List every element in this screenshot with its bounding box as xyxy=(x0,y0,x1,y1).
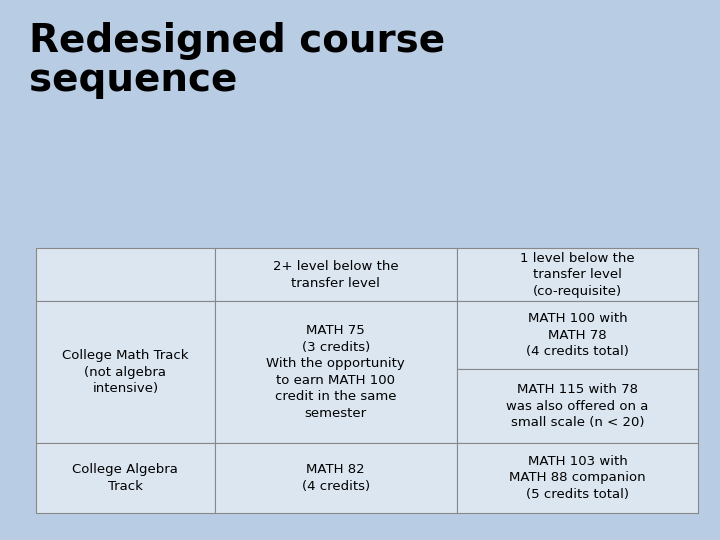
Text: MATH 75
(3 credits)
With the opportunity
to earn MATH 100
credit in the same
sem: MATH 75 (3 credits) With the opportunity… xyxy=(266,325,405,420)
Text: College Algebra
Track: College Algebra Track xyxy=(73,463,179,492)
Text: MATH 115 with 78
was also offered on a
small scale (n < 20): MATH 115 with 78 was also offered on a s… xyxy=(506,383,649,429)
Text: MATH 103 with
MATH 88 companion
(5 credits total): MATH 103 with MATH 88 companion (5 credi… xyxy=(509,455,646,501)
Bar xyxy=(215,248,456,301)
Text: MATH 100 with
MATH 78
(4 credits total): MATH 100 with MATH 78 (4 credits total) xyxy=(526,312,629,359)
Bar xyxy=(215,301,456,443)
Bar xyxy=(456,443,698,513)
Text: College Math Track
(not algebra
intensive): College Math Track (not algebra intensiv… xyxy=(62,349,189,395)
Bar xyxy=(215,443,456,513)
Bar xyxy=(456,301,698,369)
Text: Redesigned course
sequence: Redesigned course sequence xyxy=(29,22,445,99)
Bar xyxy=(36,301,215,443)
Bar xyxy=(36,443,215,513)
Bar xyxy=(456,369,698,443)
Text: 1 level below the
transfer level
(co-requisite): 1 level below the transfer level (co-req… xyxy=(520,252,635,298)
Text: MATH 82
(4 credits): MATH 82 (4 credits) xyxy=(302,463,370,492)
Text: 2+ level below the
transfer level: 2+ level below the transfer level xyxy=(273,260,399,289)
Bar xyxy=(36,248,215,301)
Bar xyxy=(456,248,698,301)
